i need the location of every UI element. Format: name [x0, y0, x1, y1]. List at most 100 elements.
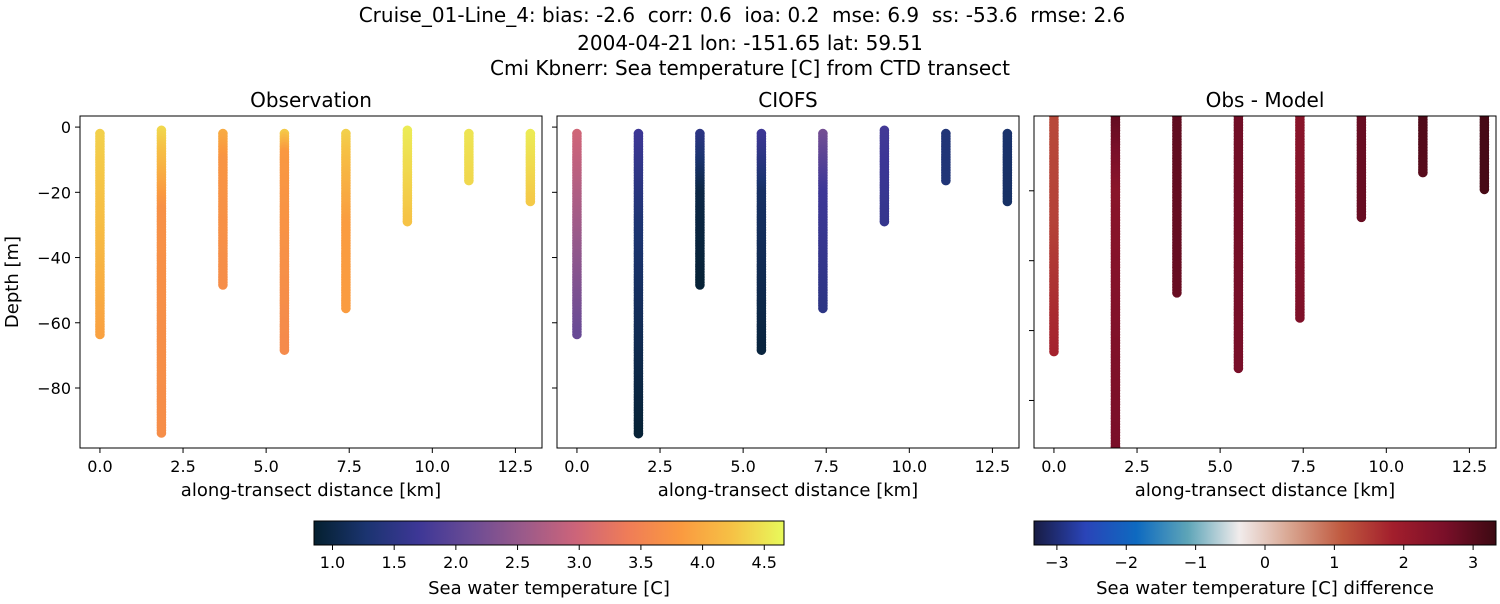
- x-tick-label: 10.0: [892, 457, 928, 476]
- data-point: [156, 428, 167, 438]
- panel-ciofs: CIOFS 0.0 2.5 5.0 7.5 10.0 12.5 along-transect …: [552, 88, 1020, 501]
- y-tick-label: −60: [37, 314, 71, 333]
- data-point: [1049, 346, 1059, 357]
- x-tick-label: 5.0: [730, 457, 755, 476]
- data-point: [218, 280, 228, 290]
- profile-4: [341, 128, 351, 314]
- colorbar-temperature: 1.0 1.5 2.0 2.5 3.0 3.5 4.0 4.5 Sea water temper…: [313, 520, 785, 599]
- profile-5: [1356, 116, 1367, 223]
- profile-0: [95, 128, 105, 340]
- data-point: [464, 175, 474, 186]
- x-tick-label: 12.5: [1452, 457, 1488, 476]
- x-tick-label: 7.5: [336, 457, 361, 476]
- colorbar-tick-label: 2.5: [505, 553, 530, 572]
- title-line-2: 2004-04-21 lon: -151.65 lat: 59.51: [577, 31, 923, 55]
- x-tick-label: 12.5: [498, 457, 534, 476]
- x-tick-label: 7.5: [1290, 457, 1315, 476]
- colorbar-tick-label: 2: [1399, 553, 1409, 572]
- y-axis-label: Depth [m]: [2, 236, 23, 328]
- x-axis-label: along-transect distance [km]: [658, 480, 918, 501]
- data-point: [341, 303, 351, 314]
- y-tick-label: 0: [61, 118, 71, 137]
- data-point: [1002, 196, 1013, 207]
- profile-4: [818, 128, 828, 314]
- x-tick-label: 0.0: [1041, 457, 1066, 476]
- data-point: [1356, 212, 1367, 223]
- data-point: [402, 216, 413, 227]
- profile-7: [1479, 116, 1490, 195]
- profile-6: [1418, 116, 1428, 178]
- colorbar-label: Sea water temperature [C] difference: [1096, 578, 1434, 599]
- profile-3: [756, 128, 767, 355]
- x-tick-label: 12.5: [975, 457, 1011, 476]
- colorbar-label: Sea water temperature [C]: [428, 578, 670, 599]
- profile-7: [1002, 128, 1013, 207]
- data-point: [879, 216, 890, 227]
- x-tick-label: 0.0: [564, 457, 589, 476]
- panel-title: Obs - Model: [1206, 88, 1325, 112]
- profile-6: [941, 128, 951, 186]
- y-tick-label: −20: [37, 183, 71, 202]
- profile-4: [1295, 116, 1305, 323]
- data-point: [279, 345, 290, 355]
- data-point: [695, 280, 705, 290]
- x-tick-label: 10.0: [1369, 457, 1405, 476]
- data-point: [633, 428, 644, 439]
- profile-2: [1172, 116, 1182, 298]
- profile-3: [279, 128, 290, 355]
- colorbar-tick-label: 3.0: [566, 553, 591, 572]
- axes-frame: [79, 115, 543, 449]
- colorbar-tick-label: 1.0: [320, 553, 345, 572]
- colorbar-tick-label: 2.0: [443, 553, 468, 572]
- panel-title: CIOFS: [758, 88, 817, 112]
- title-line-3: Cmi Kbnerr: Sea temperature [C] from CTD…: [490, 56, 1010, 80]
- panel-observation: Observation 0.0 2.5 5.0 7.5 10.0 12.5 along-tra…: [2, 88, 543, 501]
- colorbar-bar: [313, 520, 785, 546]
- data-point: [1113, 447, 1118, 448]
- colorbar-tick-label: 4.5: [752, 553, 777, 572]
- colorbar-tick-label: 1.5: [381, 553, 406, 572]
- data-point: [1479, 184, 1490, 195]
- data-point: [1172, 288, 1182, 298]
- data-points: [95, 125, 536, 438]
- axes-frame: [1033, 115, 1497, 449]
- colorbar-tick-label: 1: [1329, 553, 1339, 572]
- data-point: [1111, 450, 1121, 460]
- colorbar-tick-label: 4.0: [690, 553, 715, 572]
- data-point: [1233, 363, 1244, 374]
- x-tick-label: 0.0: [87, 457, 112, 476]
- profile-7: [525, 128, 536, 207]
- profile-5: [879, 125, 890, 227]
- colorbar-tick-label: 3: [1468, 553, 1478, 572]
- data-point: [1110, 444, 1121, 448]
- data-point: [525, 196, 536, 207]
- data-point: [572, 329, 582, 340]
- profile-6: [464, 128, 474, 186]
- profile-0: [1049, 116, 1059, 357]
- data-point: [756, 345, 767, 355]
- data-points: [572, 125, 1013, 439]
- profile-1: [1110, 116, 1121, 460]
- panel-title: Observation: [250, 88, 372, 112]
- profile-1: [633, 128, 644, 439]
- colorbar-tick-label: −3: [1045, 553, 1069, 572]
- panel-obs-model: Obs - Model 0.0 2.5 5.0 7.5 10.0 12.5 along-tra…: [1029, 88, 1497, 501]
- data-points: [1049, 116, 1490, 460]
- x-tick-label: 2.5: [170, 457, 195, 476]
- y-tick-label: −40: [37, 249, 71, 268]
- colorbar-tick-label: −1: [1184, 553, 1208, 572]
- x-tick-label: 7.5: [813, 457, 838, 476]
- data-point: [941, 175, 951, 186]
- colorbar-difference: −3 −2 −1 0 1 2 3 Sea water temperature [C] diff…: [1033, 520, 1497, 599]
- data-point: [95, 329, 105, 340]
- profile-1: [156, 125, 167, 438]
- axes-frame: [556, 115, 1020, 449]
- x-tick-label: 5.0: [253, 457, 278, 476]
- profile-5: [402, 125, 413, 227]
- profile-2: [218, 128, 228, 290]
- profile-3: [1233, 116, 1244, 374]
- x-axis-label: along-transect distance [km]: [1135, 480, 1395, 501]
- x-tick-label: 10.0: [415, 457, 451, 476]
- title-line-1: Cruise_01-Line_4: bias: -2.6 corr: 0.6 i…: [359, 3, 1126, 27]
